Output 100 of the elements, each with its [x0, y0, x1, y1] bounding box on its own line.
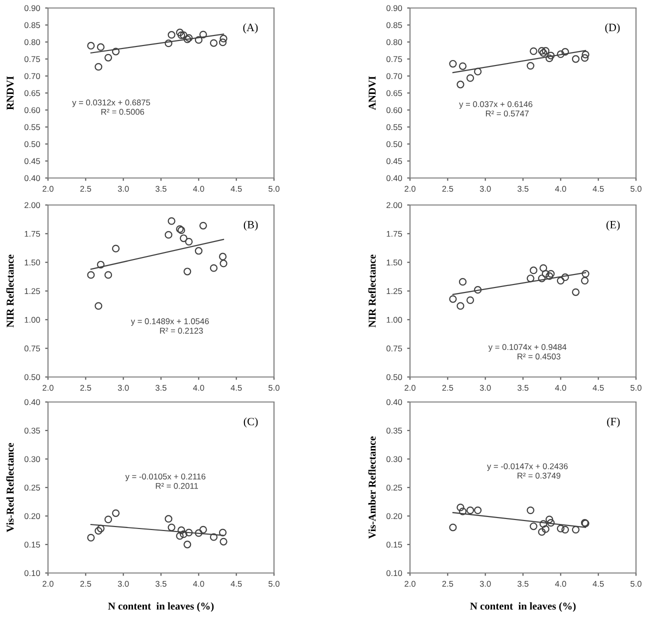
annotation: (E) [606, 220, 620, 231]
y-tick-label: 1.50 [24, 260, 40, 266]
x-tick-label: 2.0 [42, 580, 54, 587]
annotation: y = -0.0147x + 0.2436 [487, 463, 568, 471]
y-tick-label: 0.50 [24, 141, 40, 148]
y-tick-label: 0.60 [386, 107, 402, 114]
x-tick-label: 2.5 [442, 580, 454, 587]
x-tick-label: 2.5 [442, 186, 454, 192]
x-tick-label: 5.0 [630, 580, 642, 587]
x-tick-label: 2.5 [80, 384, 92, 391]
x-tick-label: 2.0 [404, 580, 416, 587]
y-tick-label: 1.25 [386, 288, 402, 294]
x-tick-label: 4.5 [592, 186, 604, 192]
y-tick-label: 0.60 [24, 107, 40, 114]
y-tick-label: 0.55 [24, 124, 40, 130]
annotation: R² = 0.5747 [486, 110, 529, 116]
x-tick-label: 4.5 [230, 186, 242, 192]
x-tick-label: 4.0 [555, 384, 566, 391]
y-tick-label: 0.40 [24, 399, 40, 406]
y-axis-title: RNDVI [6, 76, 14, 110]
y-tick-label: 0.70 [24, 73, 40, 80]
y-axis-title: NIR Reflectance [368, 254, 376, 328]
y-tick-label: 0.80 [386, 39, 402, 46]
annotation: y = -0.0105x + 0.2116 [125, 474, 206, 482]
x-tick-label: 3.0 [118, 186, 129, 192]
x-tick-label: 3.0 [118, 384, 129, 391]
x-tick-label: 4.0 [193, 384, 204, 391]
y-tick-label: 0.20 [386, 513, 402, 520]
x-tick-label: 3.0 [118, 580, 129, 587]
annotation: R² = 0.3749 [518, 472, 560, 479]
y-tick-label: 0.50 [386, 141, 402, 148]
y-tick-label: 0.40 [24, 175, 40, 182]
x-tick-label: 4.5 [592, 580, 604, 587]
y-tick-label: 0.50 [386, 374, 402, 380]
x-tick-label: 3.5 [518, 186, 528, 192]
x-tick-label: 2.5 [80, 186, 92, 192]
x-axis-title: N content in leaves (%) [108, 602, 214, 612]
x-tick-label: 5.0 [268, 384, 280, 391]
y-tick-label: 1.25 [24, 288, 40, 294]
y-tick-label: 2.00 [386, 202, 402, 208]
x-tick-label: 3.0 [480, 384, 491, 391]
y-tick-label: 1.75 [386, 230, 402, 237]
x-tick-label: 2.0 [404, 186, 416, 192]
y-axis-title: NIR Reflectance [6, 254, 14, 328]
x-tick-label: 3.5 [156, 186, 166, 192]
x-tick-label: 3.5 [156, 384, 166, 391]
annotation: R² = 0.4503 [518, 354, 560, 360]
annotation: y = 0.0312x + 0.6875 [72, 100, 150, 108]
y-tick-label: 0.80 [24, 39, 40, 46]
x-tick-label: 4.0 [555, 186, 566, 192]
y-tick-label: 0.15 [386, 542, 402, 548]
y-tick-label: 0.55 [386, 124, 402, 130]
y-tick-label: 0.90 [24, 5, 40, 12]
annotation: (F) [607, 417, 620, 428]
x-tick-label: 3.5 [156, 580, 166, 587]
x-tick-label: 2.0 [42, 384, 54, 391]
y-tick-label: 1.75 [24, 230, 40, 237]
y-tick-label: 1.50 [386, 260, 402, 266]
x-tick-label: 5.0 [268, 186, 280, 192]
y-tick-label: 1.00 [386, 316, 402, 323]
x-tick-label: 4.5 [592, 384, 604, 391]
annotation: (A) [243, 23, 258, 34]
y-tick-label: 0.90 [386, 5, 402, 12]
y-tick-label: 0.10 [24, 570, 40, 576]
y-axis-title: ANDVI [368, 76, 376, 110]
y-tick-label: 0.70 [386, 73, 402, 80]
y-axis-title: Vis-Red Reflectance [6, 442, 14, 532]
annotation: (C) [244, 417, 258, 428]
x-axis-title: N content in leaves (%) [470, 602, 576, 612]
y-tick-label: 0.75 [386, 346, 402, 352]
x-tick-label: 5.0 [630, 384, 642, 391]
x-tick-label: 2.0 [42, 186, 54, 192]
x-tick-label: 5.0 [268, 580, 280, 587]
annotation: R² = 0.2123 [160, 328, 203, 334]
x-tick-label: 3.5 [518, 384, 528, 391]
x-tick-label: 4.0 [193, 580, 204, 587]
y-tick-label: 2.00 [24, 202, 40, 208]
y-tick-label: 0.50 [24, 374, 40, 380]
y-tick-label: 0.85 [386, 22, 402, 28]
x-tick-label: 2.5 [442, 384, 454, 391]
x-tick-label: 3.0 [480, 186, 491, 192]
y-tick-label: 0.35 [24, 428, 40, 434]
x-tick-label: 4.5 [230, 384, 242, 391]
y-tick-label: 0.75 [24, 346, 40, 352]
annotation: R² = 0.5006 [101, 108, 144, 115]
annotation: (B) [244, 220, 258, 231]
x-tick-label: 3.5 [518, 580, 528, 587]
y-tick-label: 0.25 [386, 484, 402, 491]
y-tick-label: 0.45 [24, 158, 40, 164]
annotation: y = 0.1489x + 1.0546 [130, 318, 209, 326]
y-tick-label: 0.75 [386, 56, 402, 62]
annotation: R² = 0.2011 [156, 482, 198, 489]
y-tick-label: 0.65 [24, 90, 40, 96]
x-tick-label: 3.0 [480, 580, 491, 587]
y-tick-label: 0.75 [24, 56, 40, 62]
y-axis-title: Vis-Amber Reflectance [368, 436, 376, 539]
y-tick-label: 0.35 [386, 428, 402, 434]
y-tick-label: 1.00 [24, 316, 40, 323]
y-tick-label: 0.45 [386, 158, 402, 164]
y-tick-label: 0.15 [24, 542, 40, 548]
